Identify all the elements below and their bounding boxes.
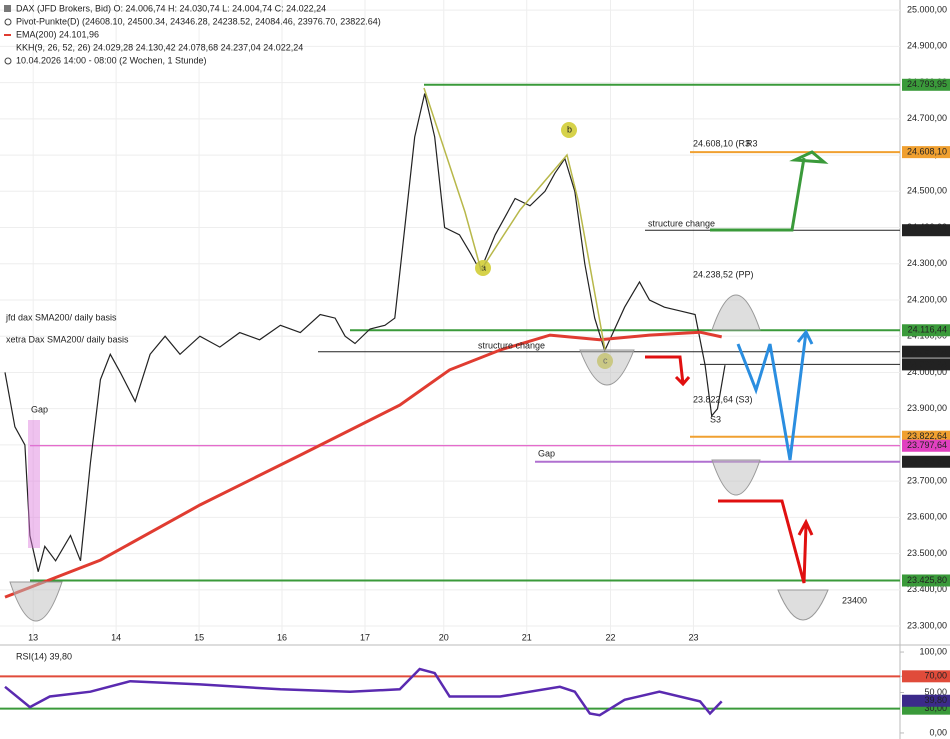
y-tick-label: 23.300,00 (907, 620, 947, 630)
header-line: KKH(9, 26, 52, 26) 24.029,28 24.130,42 2… (16, 42, 303, 52)
series-line (4, 667, 723, 717)
arrow-blue (736, 329, 814, 461)
y-tick-label: 24.700,00 (907, 113, 947, 123)
series-line (4, 330, 723, 599)
header-line: Pivot-Punkte(D) (24608.10, 24500.34, 243… (16, 16, 381, 26)
x-tick-label: 22 (605, 632, 615, 642)
annotation: jfd dax SMA200/ daily basis (5, 312, 117, 322)
header: DAX (JFD Brokers, Bid) O: 24.006,74 H: 2… (4, 3, 381, 65)
header-line: 10.04.2026 14:00 - 08:00 (2 Wochen, 1 St… (16, 55, 206, 65)
wave-line (423, 87, 606, 351)
level-label-box (902, 694, 950, 707)
level-label: 24.116,44 (908, 325, 947, 335)
y-tick-label: 0,00 (929, 727, 947, 737)
annotation: structure change (648, 218, 715, 228)
wave-marker (561, 122, 577, 138)
level-label-box (902, 78, 950, 91)
level-label: 23.753,50 (907, 456, 947, 466)
y-tick-label: 24.300,00 (907, 258, 947, 268)
x-tick-label: 15 (194, 632, 204, 642)
shadow (711, 294, 761, 331)
x-tick-label: 14 (111, 632, 121, 642)
level-label-box (902, 439, 950, 452)
x-tick-label: 20 (439, 632, 449, 642)
header-line: EMA(200) 24.101,96 (16, 29, 99, 39)
level-label-box (902, 430, 950, 443)
icon (4, 57, 12, 65)
annotation: 23.822,64 (S3) (693, 394, 753, 404)
panel: 25.000,0024.900,0024.800,0024.700,0024.6… (0, 0, 950, 642)
level-label-box (902, 146, 950, 159)
y-tick-label: 23.700,00 (907, 476, 947, 486)
annotation: Gap (31, 404, 48, 414)
x-tick-label: 16 (277, 632, 287, 642)
annotation: b (567, 124, 572, 134)
icon (4, 18, 12, 26)
level-label-box (902, 324, 950, 337)
panel-title: RSI(14) 39,80 (16, 651, 72, 661)
y-tick-label: 23.500,00 (907, 548, 947, 558)
y-tick-label: 24.500,00 (907, 186, 947, 196)
annotation: S3 (710, 414, 721, 424)
annotation: 24.238,52 (PP) (693, 269, 754, 279)
x-tick-label: 13 (28, 632, 38, 642)
icon (4, 5, 11, 12)
annotation: structure change (478, 340, 545, 350)
level-label-box (902, 345, 950, 358)
level-label: 30,00 (924, 703, 947, 713)
level-label: 24.793,95 (907, 79, 947, 89)
arrow-green (710, 150, 829, 232)
level-label: 24.022,24 (907, 359, 947, 369)
gap-box (28, 420, 40, 548)
series-line (4, 93, 726, 572)
shadow (579, 349, 635, 386)
shadow (711, 459, 761, 496)
annotation: R3 (746, 138, 758, 148)
y-tick-label: 24.200,00 (907, 294, 947, 304)
level-label: 24.608,10 (907, 147, 947, 157)
level-label: 70,00 (924, 671, 947, 681)
annotation: Gap (538, 448, 555, 458)
panel: 100,0070,0050,000,0070,0030,0039,80RSI(1… (0, 646, 950, 737)
level-label-box (902, 224, 950, 237)
y-tick-label: 24.000,00 (907, 367, 947, 377)
level-label: 23.797,64 (907, 440, 947, 450)
x-tick-label: 21 (522, 632, 532, 642)
y-tick-label: 25.000,00 (907, 5, 947, 15)
level-label: 39,80 (924, 695, 947, 705)
y-tick-label: 23.900,00 (907, 403, 947, 413)
level-label: 24.057,24 (907, 346, 947, 356)
annotation: 24.608,10 (R3 (693, 138, 750, 148)
y-tick-label: 23.600,00 (907, 512, 947, 522)
y-tick-label: 100,00 (919, 646, 947, 656)
arrow-red (718, 499, 814, 584)
x-tick-label: 23 (688, 632, 698, 642)
x-tick-label: 17 (360, 632, 370, 642)
level-label-box (902, 455, 950, 468)
level-label: 24.392,59 (907, 225, 947, 235)
arrow-red (645, 355, 691, 387)
shadow (777, 589, 829, 621)
annotation: 23400 (842, 595, 867, 605)
header-line: DAX (JFD Brokers, Bid) O: 24.006,74 H: 2… (16, 3, 326, 13)
level-label: 23.425,80 (907, 575, 947, 585)
y-tick-label: 50,00 (924, 687, 947, 697)
y-tick-label: 23.400,00 (907, 584, 947, 594)
y-tick-label: 24.900,00 (907, 41, 947, 51)
level-label-box (902, 670, 950, 683)
annotation: xetra Dax SMA200/ daily basis (6, 334, 129, 344)
level-label-box (902, 574, 950, 587)
level-label-box (902, 358, 950, 371)
level-label: 23.822,64 (907, 431, 947, 441)
shadow (9, 581, 63, 622)
